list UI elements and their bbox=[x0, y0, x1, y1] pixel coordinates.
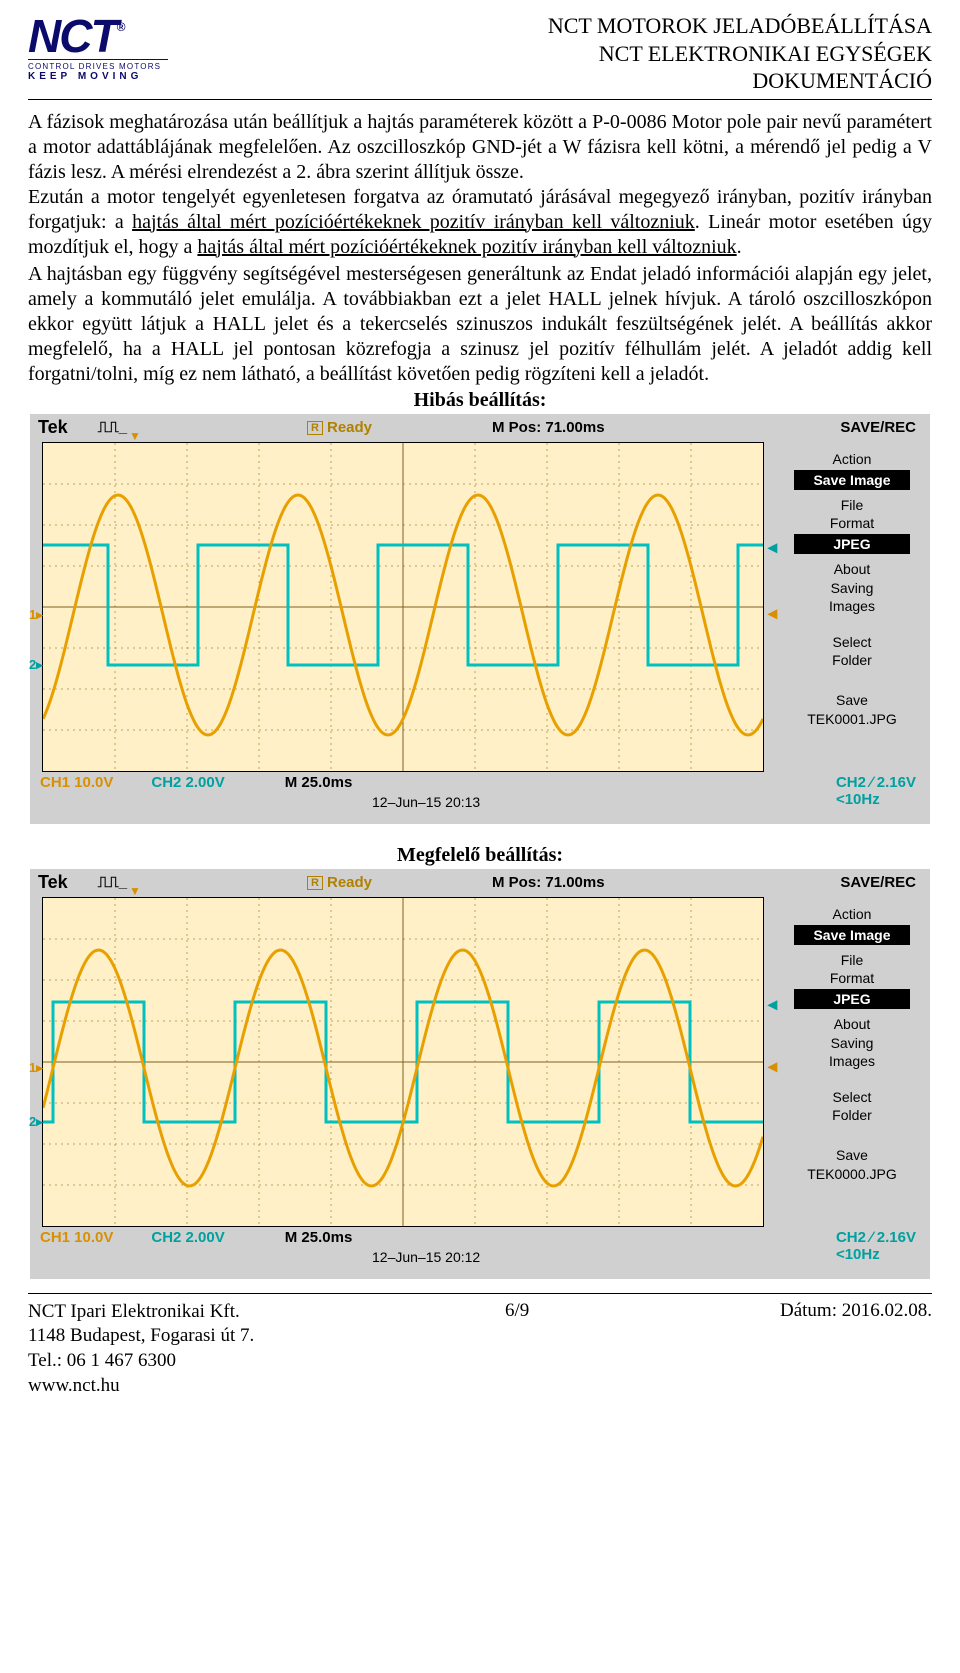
menu-save[interactable]: Save bbox=[774, 691, 930, 709]
menu-action-label: Action bbox=[774, 905, 930, 923]
menu-save-filename: TEK0000.JPG bbox=[774, 1165, 930, 1183]
header-title-line3: DOKUMENTÁCIÓ bbox=[548, 67, 932, 95]
menu-select-folder[interactable]: Select bbox=[774, 633, 930, 651]
ch2-marker-icon: 2▸ bbox=[29, 657, 43, 673]
scope-brand: Tek bbox=[38, 417, 68, 438]
ch1-marker-icon: 1▸ bbox=[29, 607, 43, 623]
menu-save[interactable]: Save bbox=[774, 1146, 930, 1164]
scope-mpos: M Pos: 71.00ms bbox=[492, 874, 605, 891]
scope-brand: Tek bbox=[38, 872, 68, 893]
footer-address: 1148 Budapest, Fogarasi út 7. bbox=[28, 1324, 254, 1349]
footer-tel: Tel.: 06 1 467 6300 bbox=[28, 1349, 254, 1374]
menu-fileformat-label: File bbox=[774, 951, 930, 969]
scope-status: RReady bbox=[307, 419, 372, 436]
scope-side-menu: Action Save Image File Format JPEG About… bbox=[774, 444, 930, 770]
body-paragraph-2: A hajtásban egy függvény segítségével me… bbox=[28, 262, 932, 387]
logo: NCT® CONTROL DRIVES MOTORS KEEP MOVING bbox=[28, 12, 168, 82]
menu-fileformat-label: File bbox=[774, 496, 930, 514]
ch2-marker-icon: 2▸ bbox=[29, 1114, 43, 1130]
timebase-readout: M 25.0ms bbox=[285, 1229, 353, 1246]
menu-jpeg[interactable]: JPEG bbox=[794, 534, 910, 554]
logo-tagline-2: KEEP MOVING bbox=[28, 71, 168, 82]
oscilloscope-good: Tek ⎍⎍_ RReady M Pos: 71.00ms SAVE/REC 1… bbox=[30, 869, 930, 1279]
oscilloscope-bad: Tek ⎍⎍_ RReady M Pos: 71.00ms SAVE/REC 1… bbox=[30, 414, 930, 824]
caption-good: Megfelelő beállítás: bbox=[28, 844, 932, 867]
scope-mpos: M Pos: 71.00ms bbox=[492, 419, 605, 436]
menu-about-label: About bbox=[774, 560, 930, 578]
page-footer: NCT Ipari Elektronikai Kft. 1148 Budapes… bbox=[28, 1293, 932, 1399]
ch1-readout: CH1 10.0V bbox=[40, 774, 113, 791]
scope-mode: SAVE/REC bbox=[840, 874, 916, 891]
scope-side-menu: Action Save Image File Format JPEG About… bbox=[774, 899, 930, 1225]
ch1-readout: CH1 10.0V bbox=[40, 1229, 113, 1246]
scope-date: 12–Jun–15 20:13 bbox=[372, 794, 480, 810]
logo-text: NCT® bbox=[28, 16, 123, 57]
logo-tagline-1: CONTROL DRIVES MOTORS bbox=[28, 62, 168, 71]
footer-date: Dátum: 2016.02.08. bbox=[780, 1300, 932, 1322]
menu-save-filename: TEK0001.JPG bbox=[774, 710, 930, 728]
scope-mode: SAVE/REC bbox=[840, 419, 916, 436]
scope-plot-area: 1▸ 2▸ ◂ ◂ ▼ bbox=[42, 897, 764, 1227]
scope-date: 12–Jun–15 20:12 bbox=[372, 1249, 480, 1265]
footer-company: NCT Ipari Elektronikai Kft. bbox=[28, 1300, 254, 1325]
scope-svg bbox=[43, 443, 763, 771]
trigger-readout: CH2 ∕ 2.16V<10Hz bbox=[836, 774, 916, 808]
timebase-readout: M 25.0ms bbox=[285, 774, 353, 791]
ch2-readout: CH2 2.00V bbox=[151, 774, 224, 791]
footer-web: www.nct.hu bbox=[28, 1374, 254, 1399]
scope-svg bbox=[43, 898, 763, 1226]
scope-status: RReady bbox=[307, 874, 372, 891]
menu-jpeg[interactable]: JPEG bbox=[794, 989, 910, 1009]
header-title-line2: NCT ELEKTRONIKAI EGYSÉGEK bbox=[548, 40, 932, 68]
menu-save-image[interactable]: Save Image bbox=[794, 470, 910, 490]
caption-bad: Hibás beállítás: bbox=[28, 389, 932, 412]
trigger-readout: CH2 ∕ 2.16V<10Hz bbox=[836, 1229, 916, 1263]
menu-save-image[interactable]: Save Image bbox=[794, 925, 910, 945]
header-title: NCT MOTOROK JELADÓBEÁLLÍTÁSA NCT ELEKTRO… bbox=[548, 12, 932, 95]
ch1-marker-icon: 1▸ bbox=[29, 1060, 43, 1076]
menu-about-label: About bbox=[774, 1015, 930, 1033]
menu-action-label: Action bbox=[774, 450, 930, 468]
ch2-readout: CH2 2.00V bbox=[151, 1229, 224, 1246]
footer-page: 6/9 bbox=[505, 1300, 529, 1322]
page-header: NCT® CONTROL DRIVES MOTORS KEEP MOVING N… bbox=[28, 12, 932, 100]
header-title-line1: NCT MOTOROK JELADÓBEÁLLÍTÁSA bbox=[548, 12, 932, 40]
menu-select-folder[interactable]: Select bbox=[774, 1088, 930, 1106]
trigger-marker-icon: ▼ bbox=[129, 884, 141, 898]
scope-plot-area: 1▸ 2▸ ◂ ◂ ▼ bbox=[42, 442, 764, 772]
trigger-marker-icon: ▼ bbox=[129, 429, 141, 443]
body-paragraph-1: A fázisok meghatározása után beállítjuk … bbox=[28, 110, 932, 260]
